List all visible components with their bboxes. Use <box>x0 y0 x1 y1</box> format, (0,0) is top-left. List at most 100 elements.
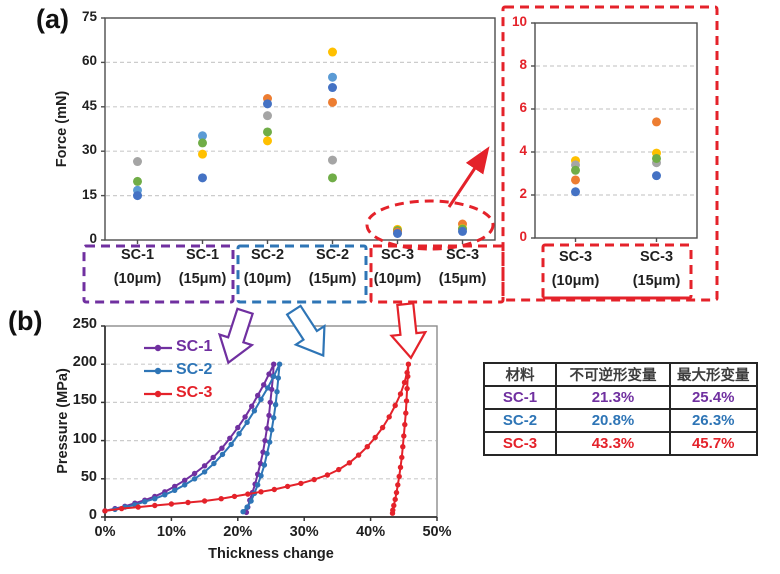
force-scatter-ytick-label: 75 <box>81 9 97 24</box>
sc3-pointer-arrow <box>389 302 428 360</box>
curve-marker-SC-2 <box>142 499 148 505</box>
curve-marker-SC-2 <box>264 450 270 457</box>
curve-marker-SC-3 <box>346 460 353 466</box>
curve-marker-SC-3 <box>185 499 191 506</box>
curve-marker-SC-3 <box>393 489 400 496</box>
data-point-blue <box>652 171 661 181</box>
curve-marker-SC-3 <box>152 502 158 509</box>
curve-marker-SC-2 <box>172 487 178 493</box>
curve-marker-SC-1 <box>262 437 268 444</box>
data-point-green <box>571 165 580 175</box>
curve-marker-SC-3 <box>245 491 251 497</box>
force-scatter-category-size: (10μm) <box>373 271 422 287</box>
force-scatter-inset-ytick-label: 8 <box>519 57 527 72</box>
table-row: SC-1 21.3% 25.4% <box>483 385 758 410</box>
curve-marker-SC-3 <box>231 493 238 500</box>
data-point-green <box>133 176 142 186</box>
force-scatter-category-name: SC-2 <box>250 247 285 263</box>
force-scatter-ytick-label: 0 <box>89 231 97 246</box>
data-point-blue <box>263 99 272 109</box>
data-point-orange <box>571 175 580 185</box>
force-scatter-category-size: (10μm) <box>113 271 162 287</box>
curve-marker-SC-2 <box>244 504 250 510</box>
curve-marker-SC-1 <box>210 454 216 461</box>
curve-marker-SC-2 <box>211 460 217 467</box>
curve-marker-SC-3 <box>403 410 409 416</box>
data-point-gray <box>263 111 272 121</box>
curve-marker-SC-1 <box>242 414 248 420</box>
thickness-xtick-label: 0% <box>94 524 116 540</box>
pressure-ytick-label: 0 <box>88 507 97 523</box>
curve-marker-SC-1 <box>201 463 208 469</box>
curve-marker-SC-1 <box>267 399 273 406</box>
curve-marker-SC-3 <box>392 402 398 409</box>
curve-marker-SC-2 <box>244 419 250 425</box>
force-scatter-inset-plot-area <box>534 22 698 239</box>
curve-marker-SC-3 <box>396 473 402 480</box>
curve-marker-SC-3 <box>355 452 362 458</box>
thickness-xtick-label: 50% <box>422 524 452 540</box>
panel-b-label: (b) <box>8 306 43 336</box>
force-scatter-ytick-label: 30 <box>81 142 97 158</box>
data-point-blue <box>393 228 402 238</box>
curve-marker-SC-2 <box>182 482 188 488</box>
table-row: SC-2 20.8% 26.3% <box>483 408 758 433</box>
thickness-xtick-label: 20% <box>223 524 253 540</box>
force-scatter-inset-ytick-label: 10 <box>511 14 527 29</box>
force-axis-title: Force (mN) <box>54 90 70 168</box>
panel-a-label: (a) <box>36 4 69 34</box>
curve-marker-SC-2 <box>240 509 246 515</box>
table-cell: SC-1 <box>483 385 557 410</box>
curve-marker-SC-1 <box>255 392 261 399</box>
curve-marker-SC-2 <box>219 451 226 458</box>
curve-marker-SC-3 <box>298 480 304 487</box>
curve-marker-SC-2 <box>258 473 264 479</box>
curve-marker-SC-2 <box>152 496 158 502</box>
curve-marker-SC-3 <box>284 483 291 490</box>
curve-marker-SC-3 <box>401 379 408 386</box>
force-scatter-category-size: (15μm) <box>438 271 487 287</box>
curve-marker-SC-2 <box>272 402 279 408</box>
curve-marker-SC-3 <box>405 361 412 367</box>
data-point-blue <box>133 191 142 201</box>
data-point-gray <box>133 157 142 167</box>
curve-marker-SC-3 <box>311 476 317 483</box>
curve-marker-SC-3 <box>402 421 408 428</box>
force-scatter-inset-category-name: SC-3 <box>639 249 674 265</box>
curve-marker-SC-1 <box>172 483 178 490</box>
curve-marker-SC-3 <box>389 510 396 516</box>
sc1-pointer-arrow <box>217 307 255 365</box>
curve-marker-SC-3 <box>397 391 404 397</box>
curve-marker-SC-3 <box>201 498 208 504</box>
curve-marker-SC-1 <box>266 412 272 419</box>
legend-marker <box>154 390 162 398</box>
data-point-green <box>652 153 661 163</box>
curve-marker-SC-3 <box>118 505 125 512</box>
curve-marker-SC-1 <box>235 424 241 431</box>
curve-marker-SC-1 <box>271 361 277 367</box>
curve-marker-SC-2 <box>267 439 273 445</box>
force-scatter-category-size: (15μm) <box>308 271 357 287</box>
legend-label-SC-1: SC-1 <box>176 338 213 355</box>
sc2-pointer-arrow <box>285 304 326 358</box>
data-point-yellow <box>263 136 272 146</box>
table-cell: SC-3 <box>483 431 557 456</box>
force-scatter-inset-ytick-label: 6 <box>519 100 527 115</box>
curve-marker-SC-1 <box>266 371 272 377</box>
curve-marker-SC-3 <box>395 482 401 488</box>
data-point-gray <box>328 155 337 165</box>
table-row: SC-3 43.3% 45.7% <box>483 431 758 456</box>
force-scatter-category-name: SC-3 <box>380 247 415 263</box>
curve-marker-SC-3 <box>379 424 386 431</box>
curve-marker-SC-3 <box>386 414 392 420</box>
force-scatter-inset-category-name: SC-3 <box>558 249 593 265</box>
data-point-orange <box>652 117 661 127</box>
zoom-callout-arrow <box>447 146 490 208</box>
force-scatter-ytick-label: 45 <box>81 97 97 113</box>
legend-label-SC-2: SC-2 <box>176 361 213 378</box>
curve-marker-SC-2 <box>255 482 261 488</box>
force-scatter-category-size: (10μm) <box>243 271 292 287</box>
curve-marker-SC-2 <box>276 361 283 367</box>
